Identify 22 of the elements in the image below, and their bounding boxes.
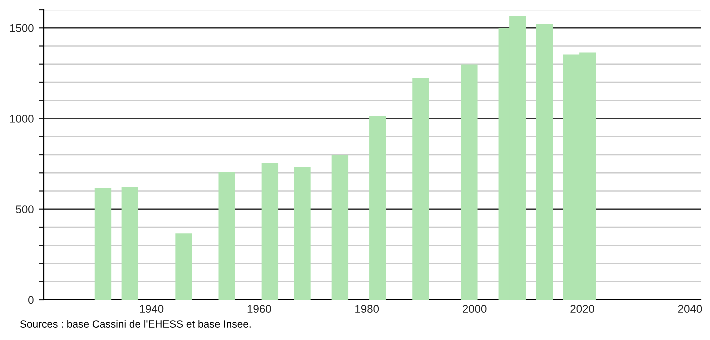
y-tick-label: 1000 [10,115,34,123]
x-tick-label: 2000 [463,305,487,314]
x-tick-label: 1980 [356,305,380,314]
bar [94,188,112,300]
bar [536,24,554,300]
y-tick-label: 1500 [10,24,34,32]
bar [262,162,279,300]
bar [176,234,192,300]
y-tick-label: 0 [28,296,34,304]
x-tick-label: 2020 [570,305,594,314]
x-tick-label: 1940 [140,305,164,314]
bar [122,187,139,300]
y-tick-label: 500 [16,206,34,214]
x-tick-label: 1960 [248,305,272,314]
bar [332,155,349,300]
bar [294,167,311,300]
bar [218,172,236,300]
bar [461,64,478,300]
x-tick-label: 2040 [678,305,702,314]
source-note: Sources : base Cassini de l'EHESS et base Insee. [20,320,251,328]
bar [370,116,386,300]
bar [412,78,430,300]
